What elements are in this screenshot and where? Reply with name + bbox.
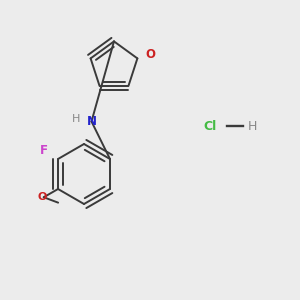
Text: H: H — [247, 119, 257, 133]
Text: N: N — [86, 115, 97, 128]
Text: O: O — [145, 48, 155, 61]
Text: Cl: Cl — [203, 119, 217, 133]
Text: O: O — [38, 192, 47, 202]
Text: H: H — [72, 114, 80, 124]
Text: F: F — [40, 144, 48, 157]
